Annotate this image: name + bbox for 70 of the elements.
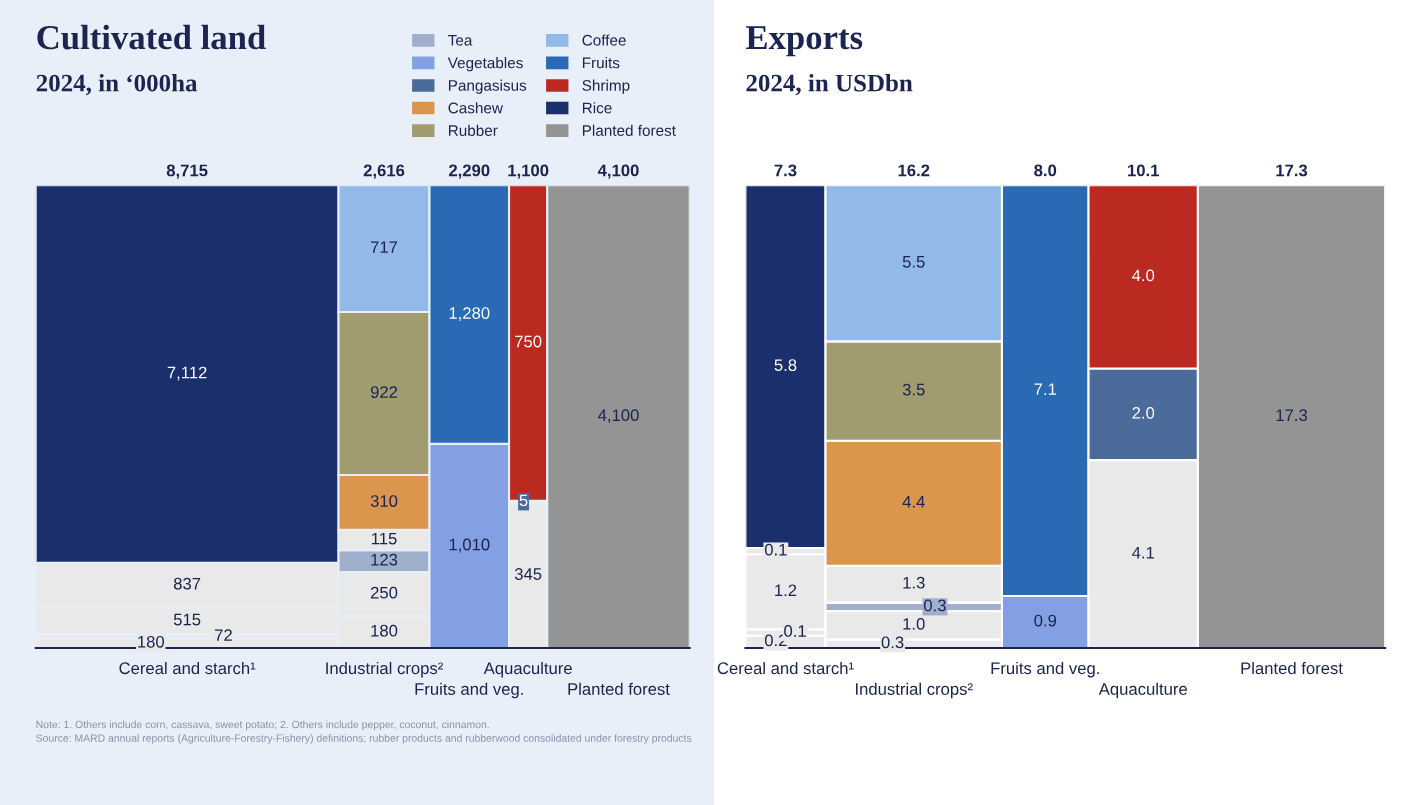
text: 2,290: [448, 164, 490, 179]
text: 2,616: [363, 164, 405, 179]
legend-label: Rubber: [448, 124, 498, 136]
data-label: 4.4: [902, 496, 925, 508]
data-label: 180: [138, 635, 165, 648]
data-label: 2.0: [1132, 406, 1155, 419]
legend-label: Vegetables: [447, 57, 523, 72]
data-label: 123: [371, 553, 398, 566]
category-label: Aquaculture: [483, 661, 572, 678]
text: 2024, in USDbn: [746, 73, 913, 96]
legend-label: Pangasisus: [448, 79, 527, 94]
category-label: Planted forest: [568, 682, 670, 695]
data-label: 0.3: [881, 636, 904, 649]
text: 2024, in ‘000ha: [36, 73, 198, 96]
data-label: 5: [519, 494, 528, 507]
category-label: Cereal and starch¹: [119, 661, 256, 675]
data-label: 515: [173, 613, 201, 626]
data-label: 717: [370, 241, 398, 253]
legend-label: Shrimp: [582, 79, 630, 94]
data-label: 5.5: [902, 256, 925, 268]
data-label: 115: [371, 532, 397, 545]
data-label: 1.3: [903, 576, 925, 589]
data-label: 310: [370, 495, 398, 507]
category-label: Industrial crops²: [326, 661, 443, 678]
legend-label: Coffee: [582, 34, 626, 46]
data-label: 1,280: [449, 307, 490, 321]
text: 10.1: [1128, 164, 1159, 177]
category-label: Aquaculture: [1098, 682, 1187, 699]
text: 7.3: [774, 164, 797, 177]
text: Note: 1. Others include corn, cassava, sweet potato; 2. Others include pepper, coconut, cinnamon.: [36, 720, 489, 731]
category-label: Fruits and veg.: [991, 661, 1099, 678]
data-label: 4.1: [1132, 546, 1154, 559]
data-label: 7.1: [1034, 383, 1057, 395]
legend-label: Rice: [582, 102, 612, 114]
data-label: 5.8: [774, 359, 797, 372]
text: 8,715: [166, 164, 208, 179]
data-label: 750: [515, 335, 542, 348]
text: 4,100: [598, 409, 639, 424]
data-label: 17.3: [1276, 409, 1308, 422]
data-label: 922: [370, 386, 398, 398]
legend-label: Tea: [448, 35, 473, 46]
category-label: Industrial crops²: [856, 682, 973, 699]
text: Cultivated land: [37, 24, 266, 50]
data-label: 250: [370, 586, 398, 599]
source-note: Source: MARD annual reports (Agriculture-Forestry-Fishery) definitions; rubber products and rubberwood consolidated under forestry products: [36, 734, 692, 744]
data-label: 72: [215, 629, 232, 641]
legend-label: Planted forest: [582, 124, 676, 136]
data-label: 0.3: [923, 599, 946, 612]
data-label: 0.9: [1034, 614, 1057, 627]
text: 8.0: [1034, 164, 1057, 177]
legend-label: Cashew: [448, 102, 503, 114]
text: 16.2: [898, 164, 930, 177]
data-label: 4.0: [1132, 269, 1155, 282]
data-label: 4,100: [597, 164, 639, 179]
category-label: Fruits and veg.: [415, 682, 523, 699]
data-label: 7,112: [167, 366, 207, 381]
text: Exports: [746, 26, 863, 57]
data-label: 180: [371, 624, 398, 637]
legend-label: Fruits: [582, 57, 620, 69]
text: 17.3: [1276, 164, 1308, 177]
data-label: 1,010: [449, 538, 490, 553]
category-label: Planted forest: [1241, 661, 1343, 675]
text: 1,100: [508, 164, 549, 179]
data-label: 1.2: [775, 584, 797, 597]
data-label: 837: [173, 577, 201, 590]
data-label: 1.0: [903, 617, 925, 630]
category-label: Cereal and starch¹: [717, 661, 854, 675]
data-label: 345: [514, 568, 542, 580]
data-label: 0.1: [764, 543, 787, 556]
data-label: 3.5: [902, 383, 925, 396]
